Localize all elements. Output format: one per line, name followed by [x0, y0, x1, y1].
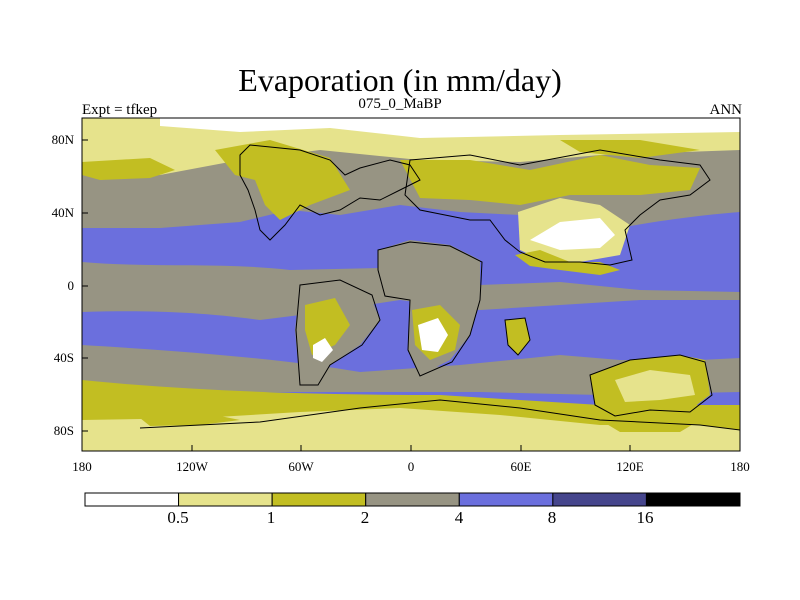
x-tick-label: 120W — [176, 459, 208, 474]
south-america-olive — [305, 298, 350, 355]
australia-light — [615, 370, 695, 402]
colorbar-swatch — [365, 492, 460, 507]
north-olive-4 — [560, 140, 700, 158]
arctic-white — [160, 118, 740, 138]
north-olive-1 — [82, 158, 175, 180]
north-olive-3 — [400, 155, 700, 205]
colorbar-swatch — [271, 492, 367, 507]
x-tick-label: 60W — [288, 459, 314, 474]
colorbar-swatch — [552, 492, 647, 507]
colorbar-swatch — [645, 492, 741, 507]
colorbar-label: 8 — [547, 508, 557, 527]
africa-hotspot — [418, 318, 448, 352]
india-patch — [505, 318, 530, 355]
antarctic-light-band — [82, 408, 740, 451]
colorbar-label: 4 — [454, 508, 464, 527]
x-tick-label: 0 — [407, 459, 415, 474]
colorbar-swatch — [84, 492, 180, 507]
x-tick-label: 60E — [510, 459, 532, 474]
antarctic-olive-1 — [140, 412, 240, 426]
colorbar-swatch — [178, 492, 273, 507]
x-tick-label: 120E — [616, 459, 644, 474]
y-tick-label: 80N — [51, 132, 74, 147]
y-tick-label: 0 — [67, 278, 75, 293]
south-america-hotspot — [313, 338, 333, 362]
colorbar-label: 0.5 — [167, 508, 189, 527]
coastlines — [139, 144, 740, 431]
north-olive-2 — [215, 140, 350, 220]
x-tick-label: 180 — [72, 459, 92, 474]
colorbar-label: 16 — [636, 508, 654, 527]
colorbar-swatch — [458, 492, 554, 507]
tick-marks — [81, 139, 741, 451]
south-grey-band — [82, 345, 740, 395]
season-label: ANN — [709, 102, 743, 118]
y-tick-label: 80S — [53, 423, 74, 438]
y-tick-label: 40S — [53, 350, 74, 365]
experiment-label: Expt = tfkep — [82, 102, 158, 118]
evaporation-field — [82, 118, 740, 451]
colorbar-label: 1 — [266, 508, 276, 527]
map-title: Evaporation (in mm/day) — [238, 62, 562, 98]
asia-hotspot — [530, 218, 615, 250]
colorbar-label: 2 — [360, 508, 370, 527]
y-tick-label: 40N — [51, 205, 74, 220]
x-tick-label: 180 — [730, 459, 750, 474]
time-label: 075_0_MaBP — [358, 96, 442, 112]
